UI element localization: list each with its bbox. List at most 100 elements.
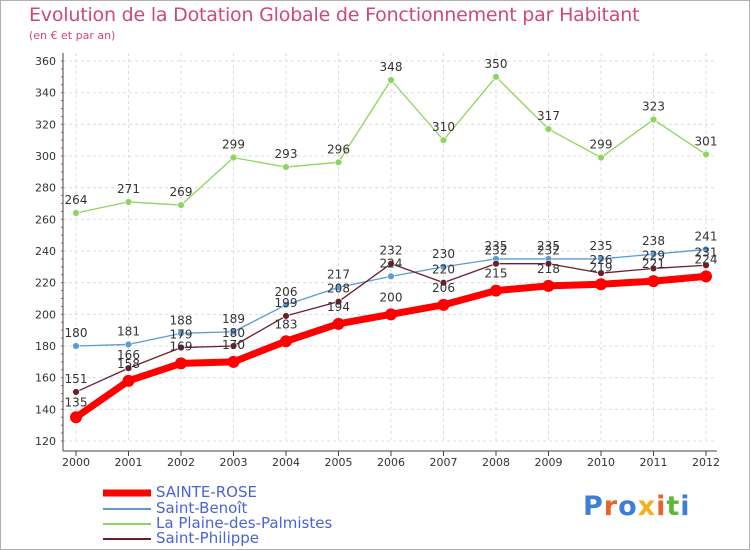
chart-subtitle: (en € et par an) [29,29,116,42]
data-label: 220 [432,263,455,277]
data-label: 158 [117,357,140,371]
logo-letter: r [603,491,619,522]
data-label: 218 [537,262,560,276]
data-label: 232 [485,244,508,258]
data-label: 226 [590,253,613,267]
x-tick-label: 2002 [167,456,195,469]
x-tick-label: 2010 [587,456,615,469]
data-point [647,275,660,288]
data-point [544,259,553,268]
data-point [70,411,82,424]
data-point [544,125,553,133]
x-tick-label: 2007 [430,456,458,469]
data-label: 169 [170,339,193,353]
data-label: 229 [642,248,665,262]
data-point [229,153,238,162]
data-label: 206 [275,285,298,299]
proxiti-logo: Proxiti [583,491,691,522]
data-label: 221 [642,257,665,271]
data-label: 299 [222,138,245,152]
data-point [124,198,133,206]
data-label: 189 [222,312,245,326]
data-label: 180 [65,326,88,340]
data-label: 296 [327,142,350,156]
y-tick-label: 240 [35,245,56,258]
data-point [229,342,238,350]
legend-label: La Plaine-des-Palmistes [156,514,333,532]
data-point [702,261,710,269]
data-point [702,150,710,159]
data-point [124,340,133,349]
series-lines [70,73,712,424]
data-label: 224 [695,252,718,266]
x-tick-label: 2000 [62,456,90,469]
x-tick-label: 2012 [692,456,720,469]
x-tick-label: 2003 [220,456,248,469]
data-label: 230 [432,247,455,261]
data-point [282,312,290,320]
data-label: 170 [222,338,245,352]
data-point [439,263,448,271]
data-label: 317 [537,109,560,123]
data-label: 235 [590,239,613,253]
y-tick-label: 220 [35,277,56,290]
x-tick-label: 2004 [272,456,300,469]
grid [63,53,717,442]
data-label: 299 [590,138,613,152]
data-point [437,298,450,311]
data-point [490,284,502,297]
data-label: 232 [537,244,560,258]
data-labels: 135 158 169 170 183 194 200 206 215 218 219 221 224 1… [65,57,718,409]
data-point [122,374,135,387]
data-label: 200 [380,290,403,304]
data-point [700,270,712,283]
data-label: 180 [222,326,245,340]
data-label: 348 [380,60,403,74]
y-tick-label: 120 [35,435,56,448]
data-label: 206 [432,281,455,295]
data-point [124,364,133,372]
x-tick-label: 2001 [115,456,143,469]
data-label: 269 [170,185,193,199]
x-tick-label: 2005 [325,456,353,469]
logo-letter: i [656,491,667,522]
y-tick-label: 280 [35,182,56,195]
data-label: 215 [485,267,508,281]
y-tick-label: 260 [35,213,56,226]
data-point [280,335,292,348]
data-label: 310 [432,120,455,134]
data-label: 293 [275,147,298,161]
data-point [597,153,605,162]
data-label: 208 [327,282,350,296]
y-tick-label: 340 [35,87,56,100]
data-point [227,355,240,368]
data-point [385,308,397,321]
data-point [282,163,290,171]
data-point [72,209,80,217]
data-label: 264 [65,193,88,207]
data-label: 199 [275,296,298,310]
y-tick-label: 200 [35,308,56,321]
data-point [649,250,658,258]
y-tick-label: 300 [35,150,56,163]
x-tick-label: 2011 [640,456,668,469]
legend [103,489,151,540]
logo-letter: x [637,491,657,522]
data-label: 219 [590,260,613,274]
x-tick-label: 2006 [377,456,405,469]
data-point [177,201,185,209]
data-point [175,357,187,370]
data-point [332,317,345,330]
data-point [649,264,658,273]
data-point [595,278,607,291]
data-label: 323 [642,100,665,114]
x-tick-label: 2008 [482,456,510,469]
data-point [492,73,500,81]
data-label: 194 [327,300,350,314]
y-tick-label: 160 [35,372,56,385]
data-point [439,278,448,287]
data-point [542,279,555,292]
data-label: 350 [485,57,508,71]
